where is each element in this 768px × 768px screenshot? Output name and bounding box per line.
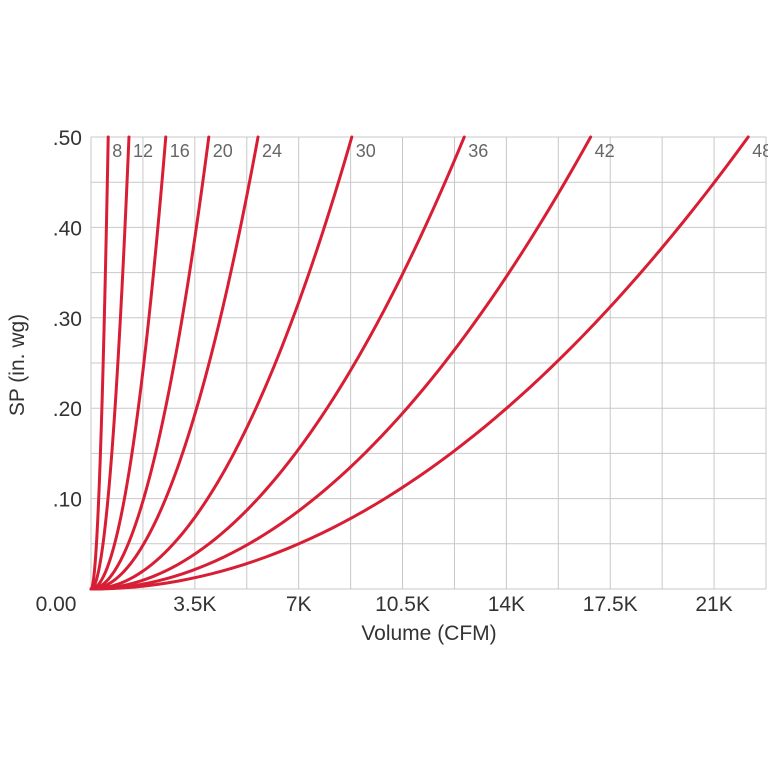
series-line-48 xyxy=(89,135,750,591)
y-axis-ticks: .10 .20 .30 .40 .50 xyxy=(53,127,82,512)
y-tick-label: .40 xyxy=(53,217,82,240)
x-tick-label: 7K xyxy=(286,593,312,616)
series-label-42: 42 xyxy=(595,141,615,161)
series-label-16: 16 xyxy=(170,141,190,161)
y-tick-label: .10 xyxy=(53,489,82,512)
series-line-16 xyxy=(89,135,168,591)
y-tick-label: .20 xyxy=(53,398,82,421)
series-label-48: 48 xyxy=(752,141,768,161)
series-line-24 xyxy=(89,135,260,591)
series-line-42 xyxy=(89,135,593,591)
y-tick-label: .30 xyxy=(53,308,82,331)
series-label-36: 36 xyxy=(468,141,488,161)
series-label-12: 12 xyxy=(133,141,153,161)
series-line-36 xyxy=(89,135,466,591)
x-tick-label: 10.5K xyxy=(375,593,430,616)
series-label-30: 30 xyxy=(356,141,376,161)
x-tick-label: 3.5K xyxy=(173,593,216,616)
y-tick-label: .50 xyxy=(53,127,82,150)
y-axis-title: SP (in. wg) xyxy=(6,314,29,416)
x-axis-title: Volume (CFM) xyxy=(361,622,496,645)
series-line-12 xyxy=(89,135,131,591)
x-tick-label: 21K xyxy=(695,593,732,616)
curve-series xyxy=(89,135,750,591)
series-label-20: 20 xyxy=(213,141,233,161)
x-tick-label: 14K xyxy=(488,593,525,616)
series-label-8: 8 xyxy=(112,141,122,161)
series-line-20 xyxy=(89,135,211,591)
origin-label: 0.00 xyxy=(36,593,77,616)
series-line-30 xyxy=(89,135,354,591)
curve-labels: 8 12 16 20 24 30 36 42 48 xyxy=(112,141,768,161)
series-line-8 xyxy=(89,135,110,591)
x-axis-ticks: 3.5K 7K 10.5K 14K 17.5K 21K xyxy=(173,593,733,616)
x-tick-label: 17.5K xyxy=(583,593,638,616)
series-label-24: 24 xyxy=(262,141,282,161)
grid-lines xyxy=(90,136,767,590)
